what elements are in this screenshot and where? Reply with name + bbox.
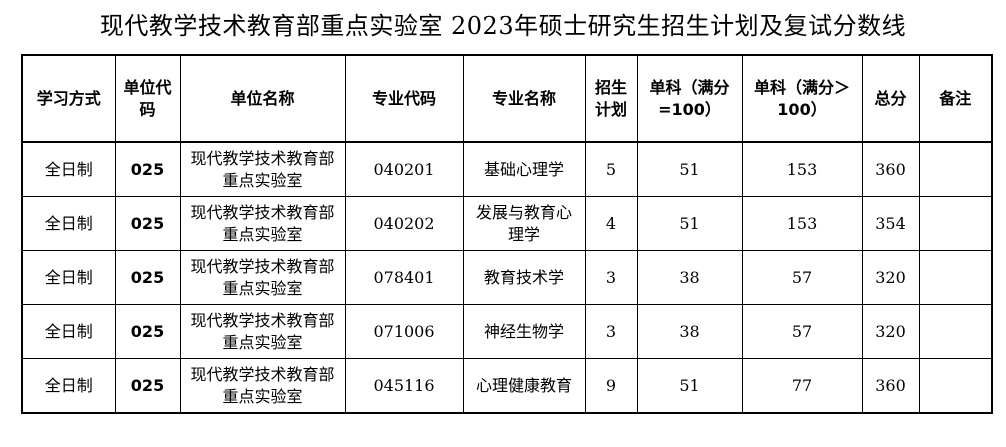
cell-major-name: 神经生物学 xyxy=(462,304,586,359)
cell-single-gt100: 153 xyxy=(741,141,863,197)
cell-total: 360 xyxy=(861,141,920,197)
cell-remarks xyxy=(918,250,993,305)
cell-single-100: 38 xyxy=(636,304,743,359)
cell-single-100: 38 xyxy=(636,250,743,305)
table-row: 全日制 025 现代教学技术教育部重点实验室 045116 心理健康教育 9 5… xyxy=(21,358,993,414)
cell-remarks xyxy=(918,304,993,359)
cell-study-mode: 全日制 xyxy=(21,250,116,305)
cell-major-code: 078401 xyxy=(344,250,464,305)
cell-single-100: 51 xyxy=(636,358,743,414)
header-total: 总分 xyxy=(861,54,920,143)
cell-major-code: 040201 xyxy=(344,141,464,197)
cell-total: 320 xyxy=(861,250,920,305)
cell-total: 354 xyxy=(861,196,920,251)
cell-total: 320 xyxy=(861,304,920,359)
cell-unit-name: 现代教学技术教育部重点实验室 xyxy=(179,304,346,359)
header-unit-code: 单位代码 xyxy=(114,54,181,143)
cell-major-name: 基础心理学 xyxy=(462,141,586,197)
cell-major-code: 045116 xyxy=(344,358,464,414)
cell-quota: 4 xyxy=(584,196,638,251)
table-row: 全日制 025 现代教学技术教育部重点实验室 071006 神经生物学 3 38… xyxy=(21,304,993,359)
cell-major-name: 心理健康教育 xyxy=(462,358,586,414)
header-single-100: 单科（满分=100） xyxy=(636,54,743,143)
cell-major-name: 发展与教育心理学 xyxy=(462,196,586,251)
cell-unit-code: 025 xyxy=(114,196,181,251)
cell-unit-name: 现代教学技术教育部重点实验室 xyxy=(179,141,346,197)
cell-remarks xyxy=(918,196,993,251)
cell-remarks xyxy=(918,141,993,197)
header-study-mode: 学习方式 xyxy=(21,54,116,143)
admission-table: 学习方式 单位代码 单位名称 专业代码 专业名称 招生计划 单科（满分=100）… xyxy=(21,54,993,414)
cell-total: 360 xyxy=(861,358,920,414)
cell-study-mode: 全日制 xyxy=(21,196,116,251)
cell-study-mode: 全日制 xyxy=(21,141,116,197)
document-title: 现代教学技术教育部重点实验室 2023年硕士研究生招生计划及复试分数线 xyxy=(99,12,907,40)
cell-unit-name: 现代教学技术教育部重点实验室 xyxy=(179,358,346,414)
table-row: 全日制 025 现代教学技术教育部重点实验室 040201 基础心理学 5 51… xyxy=(21,141,993,197)
cell-unit-code: 025 xyxy=(114,250,181,305)
cell-major-name: 教育技术学 xyxy=(462,250,586,305)
cell-remarks xyxy=(918,358,993,414)
cell-single-gt100: 77 xyxy=(741,358,863,414)
cell-single-gt100: 57 xyxy=(741,250,863,305)
cell-single-gt100: 153 xyxy=(741,196,863,251)
cell-study-mode: 全日制 xyxy=(21,358,116,414)
cell-unit-code: 025 xyxy=(114,358,181,414)
cell-quota: 5 xyxy=(584,141,638,197)
header-quota: 招生计划 xyxy=(584,54,638,143)
header-unit-name: 单位名称 xyxy=(179,54,346,143)
cell-unit-code: 025 xyxy=(114,304,181,359)
header-major-name: 专业名称 xyxy=(462,54,586,143)
table-row: 全日制 025 现代教学技术教育部重点实验室 078401 教育技术学 3 38… xyxy=(21,250,993,305)
cell-major-code: 040202 xyxy=(344,196,464,251)
header-major-code: 专业代码 xyxy=(344,54,464,143)
cell-unit-name: 现代教学技术教育部重点实验室 xyxy=(179,196,346,251)
cell-unit-name: 现代教学技术教育部重点实验室 xyxy=(179,250,346,305)
cell-single-100: 51 xyxy=(636,141,743,197)
cell-single-gt100: 57 xyxy=(741,304,863,359)
table-row: 全日制 025 现代教学技术教育部重点实验室 040202 发展与教育心理学 4… xyxy=(21,196,993,251)
cell-major-code: 071006 xyxy=(344,304,464,359)
cell-single-100: 51 xyxy=(636,196,743,251)
cell-unit-code: 025 xyxy=(114,141,181,197)
cell-quota: 3 xyxy=(584,304,638,359)
cell-quota: 3 xyxy=(584,250,638,305)
cell-study-mode: 全日制 xyxy=(21,304,116,359)
header-remarks: 备注 xyxy=(918,54,993,143)
cell-quota: 9 xyxy=(584,358,638,414)
header-row: 学习方式 单位代码 单位名称 专业代码 专业名称 招生计划 单科（满分=100）… xyxy=(21,54,993,143)
header-single-gt100: 单科（满分＞100） xyxy=(741,54,863,143)
